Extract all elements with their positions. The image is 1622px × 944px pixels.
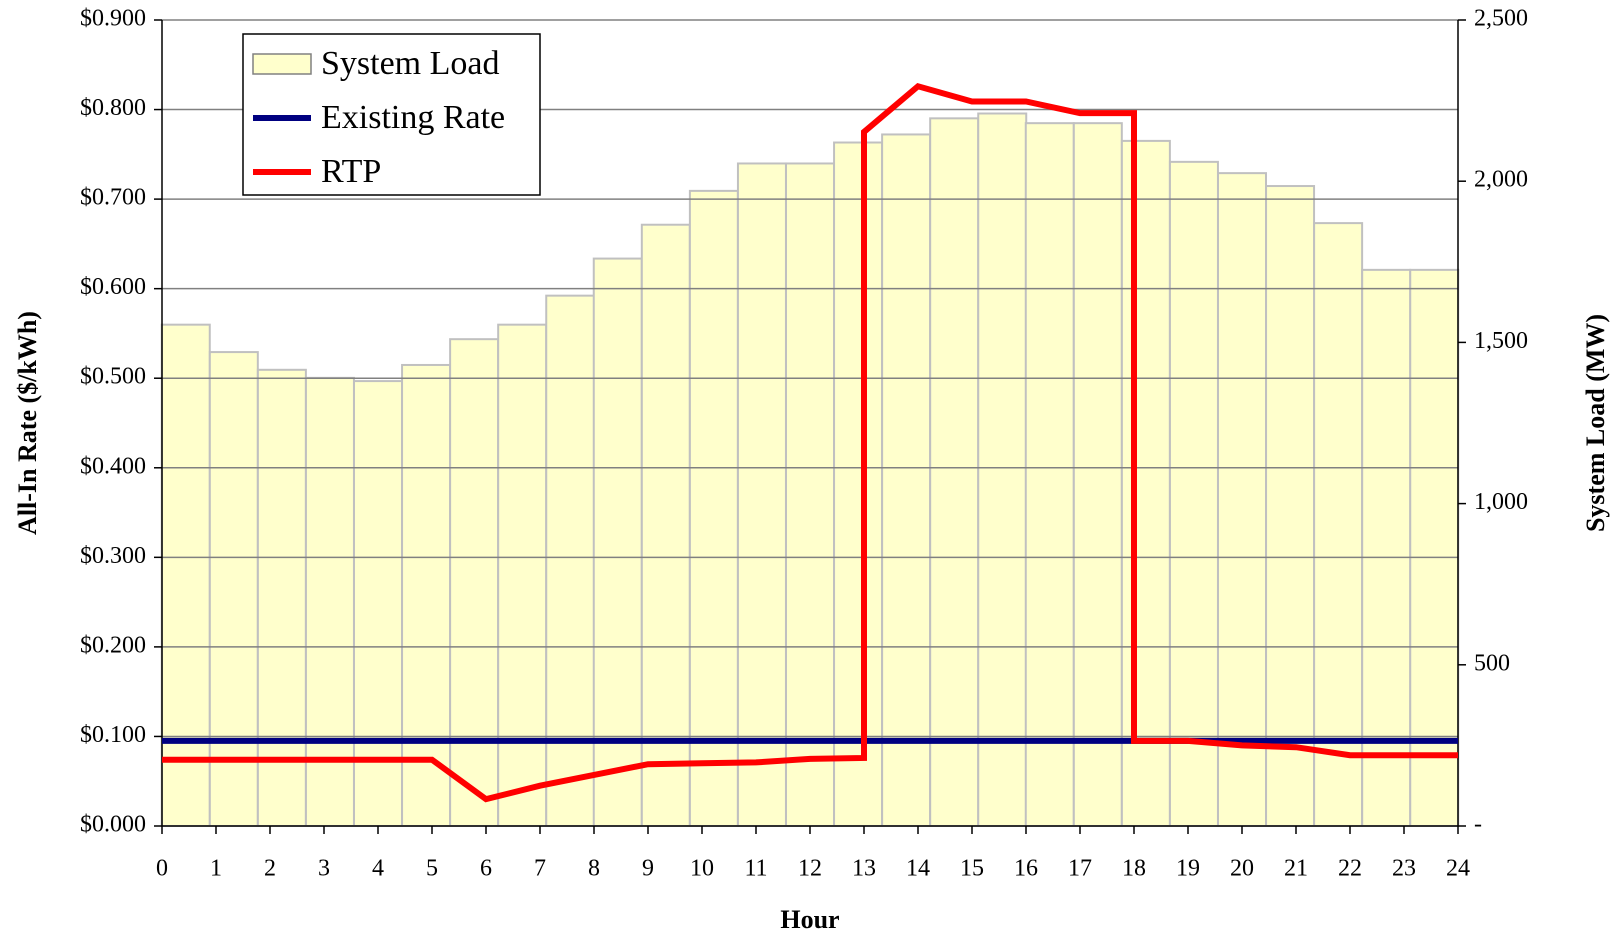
bar: [785, 162, 835, 827]
x-tick-label: 0: [156, 856, 168, 882]
bar: [1409, 268, 1460, 827]
x-tick-label: 11: [744, 856, 767, 882]
bar: [497, 323, 548, 827]
bar: [256, 368, 307, 827]
legend-label: System Load: [321, 45, 499, 82]
x-tick-label: 6: [480, 856, 492, 882]
y-tick-label: $0.100: [80, 722, 146, 748]
x-tick-label: 24: [1446, 856, 1470, 882]
bar: [449, 338, 500, 827]
y-tick-label: $0.300: [80, 543, 146, 569]
y-tick-label: $0.900: [80, 6, 146, 32]
bar: [1217, 172, 1267, 827]
y-tick-label: $0.800: [80, 95, 146, 121]
x-tick-label: 19: [1176, 856, 1200, 882]
bar: [1168, 160, 1219, 827]
x-tick-label: 18: [1122, 856, 1146, 882]
bar: [736, 162, 787, 827]
y-axis-title: All-In Rate ($/kWh): [13, 311, 42, 535]
bar: [881, 133, 932, 827]
x-tick-label: 17: [1068, 856, 1092, 882]
x-tick-label: 23: [1392, 856, 1416, 882]
y2-tick-label: 2,000: [1474, 167, 1528, 193]
x-tick-label: 12: [798, 856, 822, 882]
bar: [1120, 139, 1171, 827]
y-tick-label: $0.600: [80, 274, 146, 300]
x-tick-label: 4: [372, 856, 384, 882]
y-tick-label: $0.700: [80, 185, 146, 211]
bar: [1313, 222, 1364, 827]
legend-label: RTP: [321, 153, 381, 190]
x-tick-label: 16: [1014, 856, 1038, 882]
bar: [688, 189, 739, 827]
bar: [1072, 122, 1123, 827]
bar: [1265, 185, 1316, 827]
x-tick-label: 8: [588, 856, 600, 882]
x-tick-label: 3: [318, 856, 330, 882]
bar: [833, 141, 884, 827]
legend-label: Existing Rate: [321, 99, 505, 136]
legend-swatch: [252, 53, 312, 75]
x-axis-title: Hour: [780, 905, 839, 934]
x-tick-label: 7: [534, 856, 546, 882]
y2-tick-label: -: [1474, 812, 1482, 838]
x-tick-label: 9: [642, 856, 654, 882]
y-tick-label: $0.400: [80, 453, 146, 479]
y2-tick-label: 1,500: [1474, 328, 1528, 354]
bar: [353, 380, 403, 827]
bar: [208, 351, 259, 827]
bar: [977, 112, 1028, 828]
y2-tick-label: 500: [1474, 650, 1510, 676]
bar: [929, 117, 980, 828]
y2-tick-label: 2,500: [1474, 6, 1528, 32]
x-tick-label: 2: [264, 856, 276, 882]
y-tick-label: $0.200: [80, 632, 146, 658]
x-tick-label: 15: [960, 856, 984, 882]
y2-axis-title: System Load (MW): [1581, 314, 1610, 532]
x-tick-label: 20: [1230, 856, 1254, 882]
line: [162, 82, 1458, 803]
x-tick-label: 10: [690, 856, 714, 882]
y-tick-label: $0.000: [80, 812, 146, 838]
x-tick-label: 14: [906, 856, 930, 882]
x-tick-label: 5: [426, 856, 438, 882]
x-tick-label: 22: [1338, 856, 1362, 882]
bar: [1024, 122, 1075, 827]
x-tick-label: 1: [210, 856, 222, 882]
x-tick-label: 21: [1284, 856, 1308, 882]
x-tick-label: 13: [852, 856, 876, 882]
y-tick-label: $0.500: [80, 364, 146, 390]
y2-tick-label: 1,000: [1474, 489, 1528, 515]
bar: [545, 294, 596, 828]
bar: [160, 323, 211, 827]
